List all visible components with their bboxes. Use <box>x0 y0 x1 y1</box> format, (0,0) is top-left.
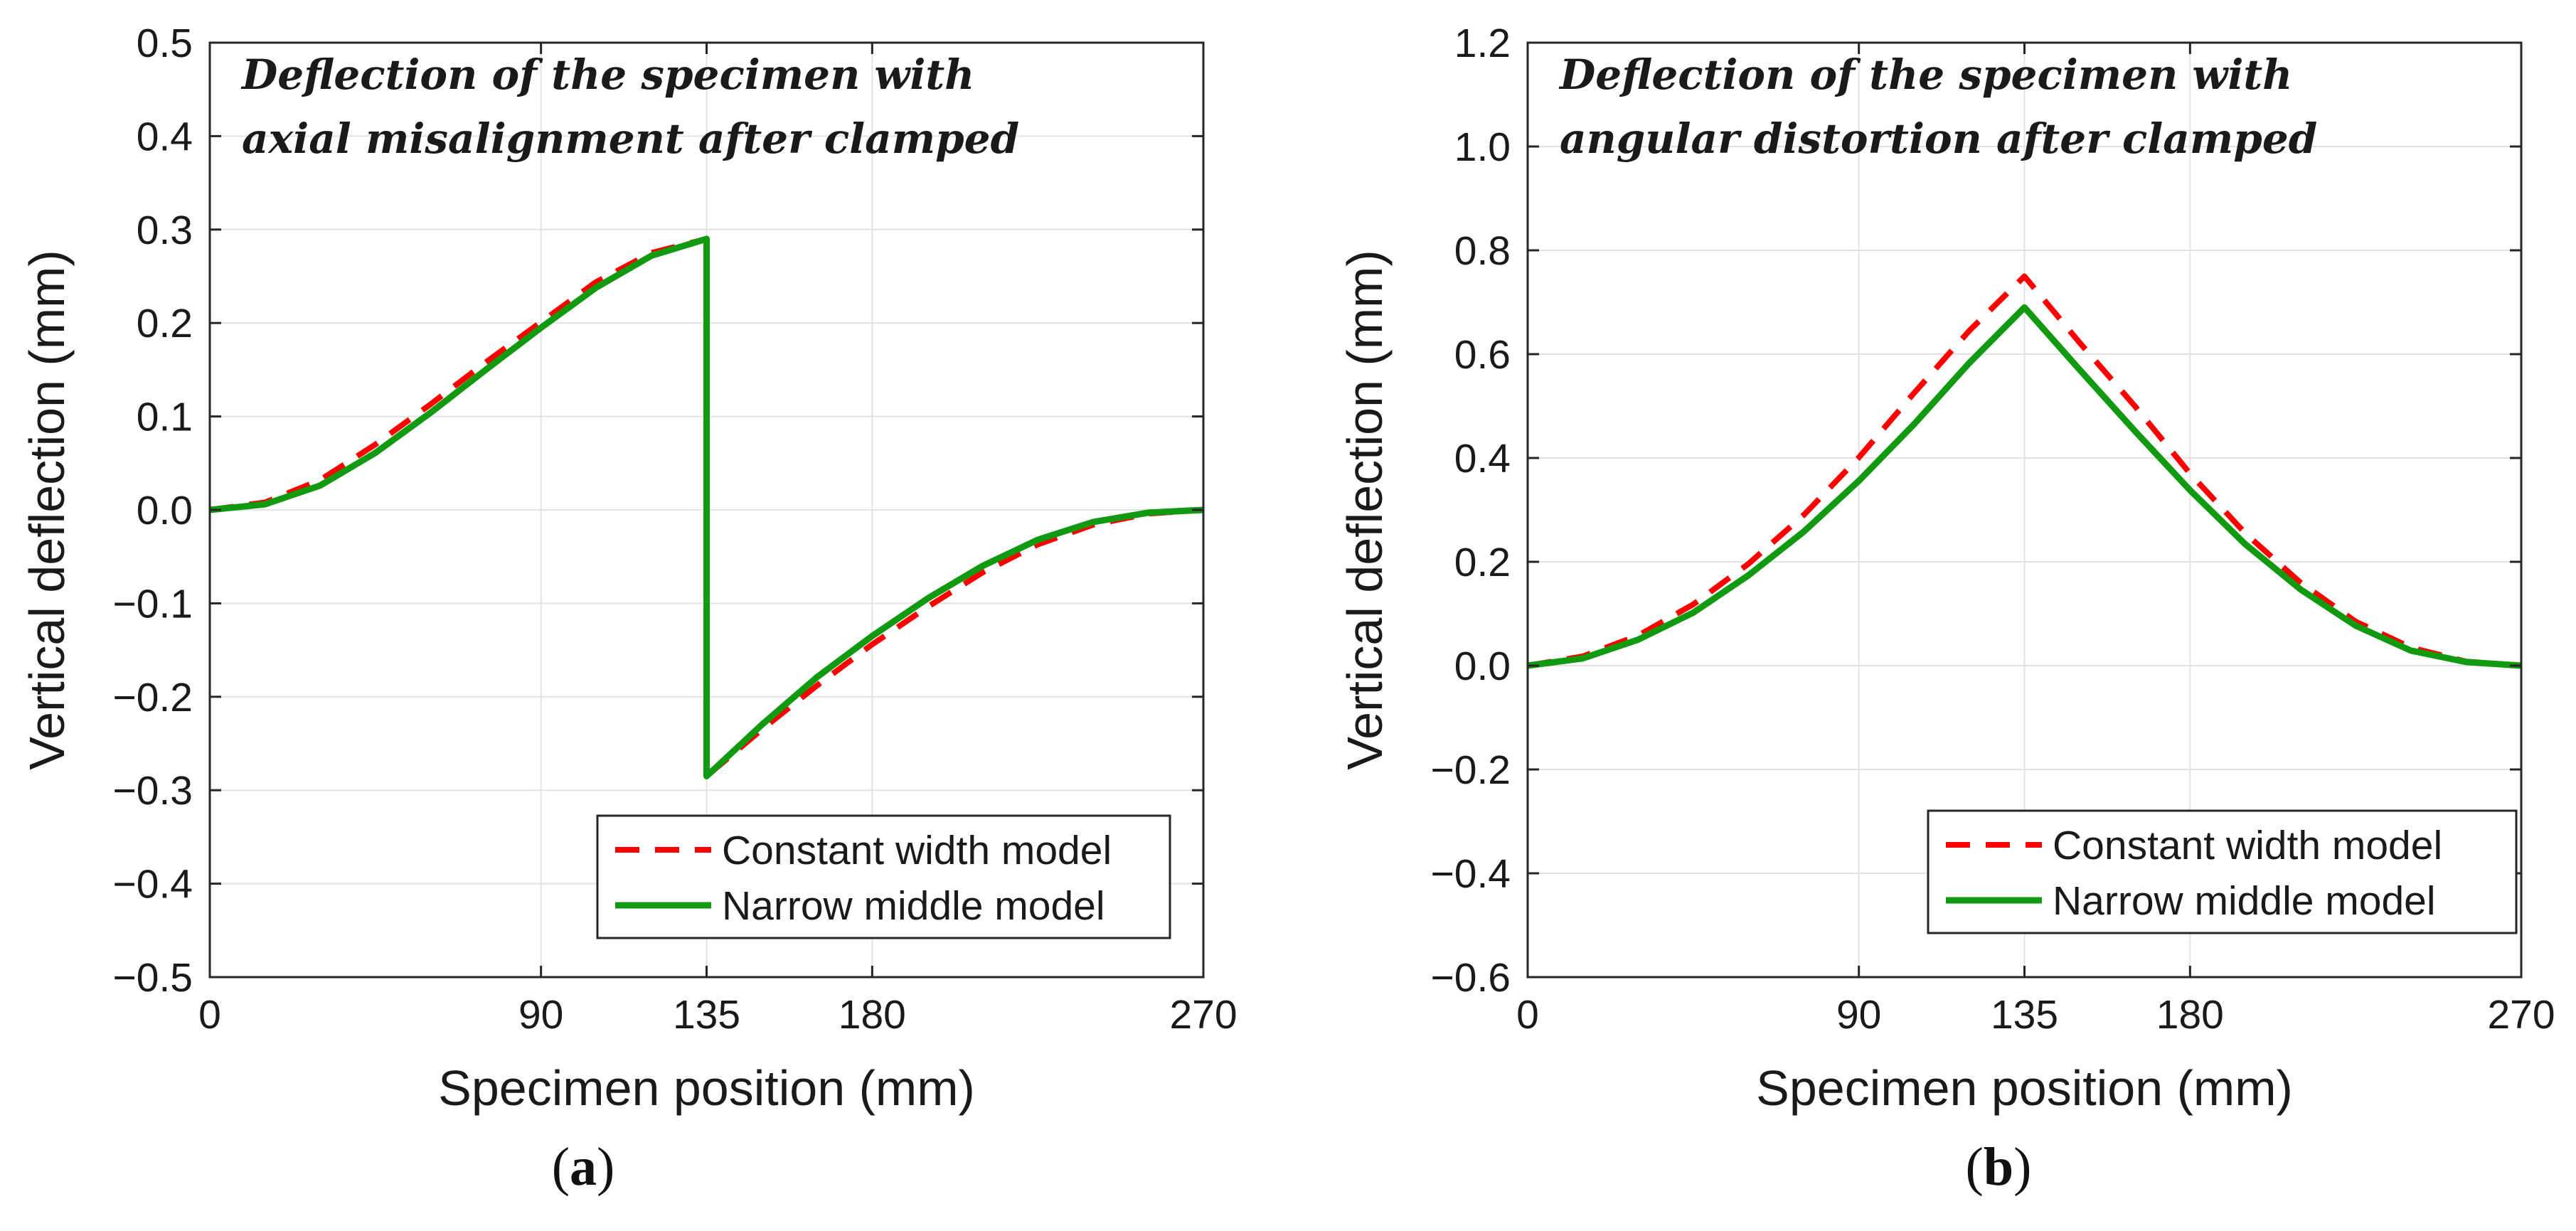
panel-b-y-tick-label: 0.0 <box>1454 644 1511 689</box>
panel-b-x-tick-label: 135 <box>1991 992 2058 1038</box>
panel-a-y-tick-label: 0.2 <box>137 301 193 346</box>
panel-a-series-narrow-middle-line <box>209 235 1204 779</box>
panel-a-x-tick-label: 180 <box>839 992 906 1038</box>
panel-a-annotation-line: axial misalignment after clamped <box>242 114 1019 163</box>
panel-a-y-tick-label: 0.3 <box>137 208 193 253</box>
panel-b-legend-label-narrow-middle: Narrow middle model <box>2053 878 2436 924</box>
panel-b-y-tick-label: 0.6 <box>1454 332 1511 378</box>
panel-a-legend-label-constant-width: Constant width model <box>722 828 1112 873</box>
panel-a-y-tick-label: 0.1 <box>137 395 193 440</box>
chart-panel-a: 0 90 135 180 270 −0.5 −0.4 −0.3 −0.2 −0.1 0.0 0.1 0.… <box>19 21 1238 1116</box>
panel-b-annotation-line: angular distortion after clamped <box>1560 114 2317 163</box>
panel-b-series-constant-width-line <box>1527 273 2522 668</box>
panel-a-x-tick-label: 135 <box>673 992 740 1038</box>
panel-b-x-tick-label: 90 <box>1836 992 1881 1038</box>
panel-b-y-tick-label: 0.8 <box>1454 228 1511 274</box>
panel-a-x-axis-label: Specimen position (mm) <box>438 1060 975 1116</box>
panel-b-y-tick-label: 1.0 <box>1454 124 1511 170</box>
panel-a-label: (a) <box>551 1137 615 1197</box>
panel-b-y-tick-label: −0.2 <box>1430 747 1511 793</box>
panel-b-letter: b <box>1983 1137 2014 1197</box>
panel-a-y-tick-label: 0.0 <box>137 488 193 533</box>
panel-a-y-tick-label: −0.4 <box>112 862 193 907</box>
panel-b-x-tick-label: 270 <box>2487 992 2555 1038</box>
panel-a-x-tick-label: 90 <box>518 992 563 1038</box>
panel-b-y-tick-label: −0.4 <box>1430 851 1511 897</box>
panel-b-x-tick-label: 180 <box>2156 992 2224 1038</box>
panel-a-letter: a <box>570 1137 597 1197</box>
panel-b-x-axis-label: Specimen position (mm) <box>1756 1060 2293 1116</box>
panel-a-x-tick-label: 0 <box>198 992 221 1038</box>
panel-b-y-axis-label: Vertical deflection (mm) <box>1337 250 1393 769</box>
panel-a-y-tick-label: 0.5 <box>137 21 193 66</box>
panel-a-legend-box <box>596 814 1171 939</box>
panel-a-legend-label-narrow-middle: Narrow middle model <box>722 883 1105 929</box>
panel-b-legend-label-constant-width: Constant width model <box>2053 823 2442 868</box>
panel-b-legend-box <box>1927 809 2518 934</box>
panel-a-y-axis-label: Vertical deflection (mm) <box>19 250 75 769</box>
panel-b-y-tick-label: 1.2 <box>1454 21 1511 66</box>
panel-b-series-narrow-middle-line <box>1527 304 2522 669</box>
panel-a-y-tick-label: −0.2 <box>112 675 193 720</box>
panel-b-annotation-line: Deflection of the specimen with <box>1558 50 2292 99</box>
panel-b-x-tick-label: 0 <box>1516 992 1539 1038</box>
panel-b-y-tick-label: 0.2 <box>1454 540 1511 585</box>
panel-b-y-tick-label: 0.4 <box>1454 436 1511 481</box>
panel-a-y-tick-label: 0.4 <box>137 114 193 159</box>
panel-a-y-tick-label: −0.5 <box>112 955 193 1001</box>
panel-a-y-tick-label: −0.3 <box>112 768 193 814</box>
panel-a-annotation-line: Deflection of the specimen with <box>240 50 974 99</box>
panel-b-label: (b) <box>1965 1137 2032 1197</box>
panel-a-y-tick-label: −0.1 <box>112 581 193 627</box>
chart-panel-b: 0 90 135 180 270 −0.6 −0.4 −0.2 0.0 0.2 0.4 0.6 0.8 1… <box>1337 21 2555 1116</box>
panel-a-x-tick-label: 270 <box>1169 992 1237 1038</box>
panel-b-y-tick-label: −0.6 <box>1430 955 1511 1001</box>
